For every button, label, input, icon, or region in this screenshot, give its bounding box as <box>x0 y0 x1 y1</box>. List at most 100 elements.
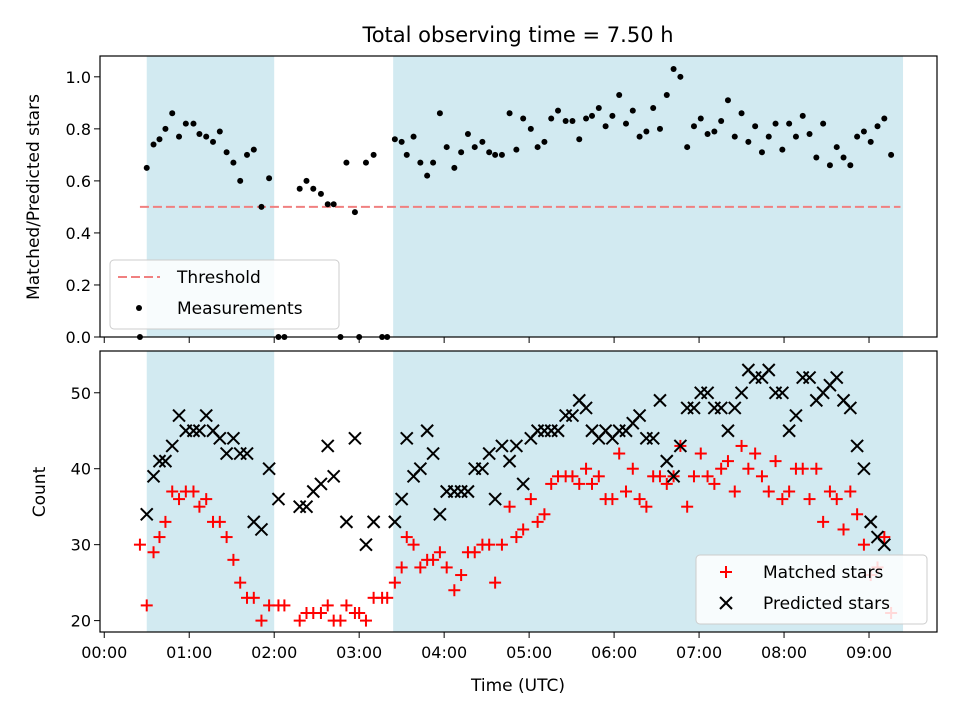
predicted-star-marker <box>359 537 373 552</box>
predicted-star-marker <box>299 499 314 514</box>
measurement-point <box>443 144 450 151</box>
measurement-point <box>745 138 752 145</box>
predicted-star-marker-stroke <box>495 439 509 453</box>
predicted-star-marker <box>843 401 858 415</box>
measurement-point <box>498 151 505 158</box>
predicted-star-marker <box>366 515 381 529</box>
predicted-star-marker <box>877 537 892 552</box>
predicted-star-marker <box>158 454 173 468</box>
measurement-point <box>636 133 643 140</box>
predicted-star-marker <box>857 462 871 476</box>
matched-star-marker <box>483 538 496 551</box>
legend-matched-swatch <box>720 566 732 578</box>
predicted-star-marker <box>728 401 742 415</box>
predicted-star-marker-stroke <box>348 431 362 446</box>
measurement-point <box>643 128 650 135</box>
predicted-star-marker <box>321 439 335 453</box>
matched-star-marker <box>701 470 714 483</box>
plot-frame <box>99 55 938 338</box>
x-tick-label: 02:00 <box>251 643 297 662</box>
predicted-star-marker <box>219 446 234 461</box>
matched-star-marker <box>455 569 468 582</box>
measurement-point <box>881 115 888 122</box>
predicted-star-marker-stroke <box>400 431 414 446</box>
predicted-star-marker <box>172 408 186 423</box>
x-axis <box>103 337 870 343</box>
measurement-point <box>176 133 183 140</box>
measurement-point <box>244 151 251 158</box>
predicted-star-marker-stroke <box>666 469 681 484</box>
matched-star-marker <box>823 485 836 498</box>
matched-star-marker <box>140 599 153 612</box>
predicted-star-marker-stroke <box>433 507 447 521</box>
measurement-point <box>362 159 369 166</box>
measurement-point <box>492 151 499 158</box>
measurement-point <box>589 112 596 119</box>
matched-star-marker <box>857 538 870 551</box>
matched-star-marker <box>721 455 734 468</box>
measurement-point <box>182 120 189 127</box>
measurement-point <box>576 136 583 143</box>
legend-threshold-label: Threshold <box>176 268 261 288</box>
measurement-point <box>417 159 424 166</box>
predicted-star-marker <box>488 492 502 506</box>
matched-star-marker <box>708 477 721 490</box>
predicted-star-marker <box>254 522 269 537</box>
matched-star-marker <box>762 485 775 498</box>
measurement-point <box>343 159 350 166</box>
predicted-star-marker-stroke <box>219 446 234 461</box>
predicted-star-marker-stroke <box>226 431 241 446</box>
measurement-point <box>162 125 169 132</box>
y-tick-label: 0.0 <box>66 328 91 347</box>
y-tick-label: 50 <box>71 384 91 403</box>
y-tick-label: 30 <box>71 536 91 555</box>
predicted-star-marker-stroke <box>836 393 851 408</box>
legend-matched-label: Matched stars <box>763 563 883 583</box>
matched-star-marker <box>440 561 453 574</box>
matched-star-marker <box>653 470 666 483</box>
measurement-point <box>820 120 827 127</box>
observing-bands <box>146 56 904 337</box>
matched-star-marker <box>626 462 639 475</box>
matched-stars-markers <box>133 439 898 627</box>
predicted-star-marker-stroke <box>551 424 565 438</box>
predicted-star-marker-stroke <box>850 439 864 453</box>
matched-star-marker <box>517 523 530 536</box>
measurement-point <box>704 131 711 138</box>
predicted-star-marker <box>782 424 796 438</box>
predicted-star-marker <box>240 446 254 461</box>
predicted-star-marker <box>516 477 530 491</box>
predicted-star-marker-stroke <box>653 393 667 408</box>
predicted-star-marker <box>565 408 580 423</box>
measurement-point <box>330 201 337 208</box>
measurement-point <box>458 149 465 156</box>
measurement-point <box>317 190 324 197</box>
predicted-star-marker <box>262 462 276 476</box>
matched-star-marker <box>769 455 782 468</box>
measurement-point <box>156 136 163 143</box>
matched-star-marker <box>728 485 741 498</box>
matched-star-marker <box>468 546 481 559</box>
measurement-point <box>779 146 786 153</box>
measurement-point <box>410 133 417 140</box>
predicted-star-marker <box>551 424 565 438</box>
predicted-star-marker <box>394 492 409 506</box>
measurement-point <box>752 123 759 130</box>
measurement-point <box>562 118 569 125</box>
predicted-star-marker-stroke <box>741 363 756 377</box>
predicted-star-marker <box>213 431 227 446</box>
y-tick-label: 0.2 <box>66 276 91 295</box>
measurement-point <box>826 162 833 169</box>
matched-star-marker <box>448 584 461 597</box>
matched-star-marker <box>640 500 653 513</box>
measurement-point <box>237 177 244 184</box>
legend-box <box>109 259 340 330</box>
predicted-star-marker-stroke <box>572 393 586 408</box>
matched-star-marker <box>255 614 268 627</box>
x-tick-label: 03:00 <box>336 643 382 662</box>
predicted-star-marker-stroke <box>632 408 647 423</box>
measurement-point <box>513 146 520 153</box>
predicted-star-marker-stroke <box>585 424 599 438</box>
matched-star-marker <box>353 607 366 620</box>
predicted-star-marker <box>292 499 307 514</box>
